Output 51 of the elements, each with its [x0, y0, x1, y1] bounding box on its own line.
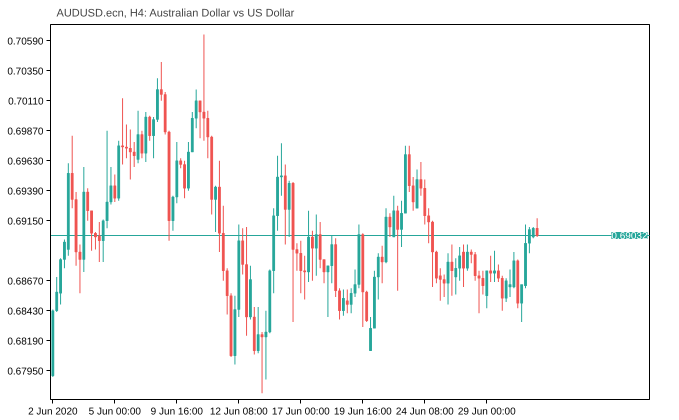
- ref-line-label: 0.69032: [611, 231, 648, 242]
- x-tick-label: 19 Jun 16:00: [334, 406, 392, 418]
- y-tick-label: 0.67950: [7, 366, 44, 378]
- candlestick: [98, 222, 101, 262]
- candlestick: [481, 270, 484, 295]
- candlestick: [121, 98, 124, 165]
- y-tick-label: 0.70110: [8, 96, 44, 108]
- candlestick: [140, 130, 144, 159]
- candlestick: [198, 100, 202, 139]
- y-tick-label: 0.70350: [7, 66, 44, 78]
- candlestick: [256, 306, 260, 354]
- x-tick-label: 29 Jun 00:00: [458, 406, 516, 418]
- y-tick-label: 0.69630: [7, 156, 44, 168]
- candlestick: [214, 185, 217, 232]
- candlestick: [342, 289, 345, 316]
- candlestick: [489, 255, 492, 282]
- candlestick: [350, 288, 353, 314]
- candlestick: [346, 289, 349, 314]
- candlestick: [474, 252, 477, 282]
- y-tick-label: 0.70590: [7, 36, 44, 48]
- candlestick: [462, 244, 465, 288]
- y-tick-label: 0.68190: [7, 336, 44, 348]
- x-tick-label: 2 Jun 2020: [28, 406, 78, 418]
- x-tick-label: 9 Jun 16:00: [150, 406, 204, 418]
- y-tick-label: 0.68430: [7, 306, 44, 318]
- candlestick: [493, 250, 496, 282]
- candlestick: [396, 205, 400, 292]
- candlestick: [128, 129, 132, 180]
- candlestick: [446, 252, 450, 305]
- candlestick: [311, 230, 314, 282]
- candlestick: [260, 332, 264, 394]
- y-tick-label: 0.68670: [7, 276, 44, 288]
- y-tick-label: 0.69150: [7, 216, 44, 228]
- y-tick-label: 0.69870: [7, 126, 44, 138]
- candlestick: [125, 124, 128, 159]
- candlestick: [466, 244, 469, 272]
- candlestick: [380, 245, 384, 284]
- candlestick: [202, 34, 206, 142]
- candlestick: [183, 160, 186, 199]
- candlestick: [388, 212, 392, 238]
- candlestick: [148, 115, 152, 142]
- y-tick-label: 0.69390: [7, 186, 44, 198]
- chart-title: AUDUSD.ecn, H4: Australian Dollar vs US Dollar: [56, 8, 295, 20]
- candlestick: [536, 218, 539, 238]
- x-tick-label: 24 Jun 08:00: [396, 406, 454, 418]
- candlestick: [450, 244, 454, 296]
- x-tick-label: 17 Jun 00:00: [272, 406, 330, 418]
- candlestick: [113, 174, 116, 202]
- candlestick: [504, 278, 508, 302]
- x-tick-label: 5 Jun 00:00: [88, 406, 142, 418]
- x-tick-label: 12 Jun 08:00: [210, 406, 268, 418]
